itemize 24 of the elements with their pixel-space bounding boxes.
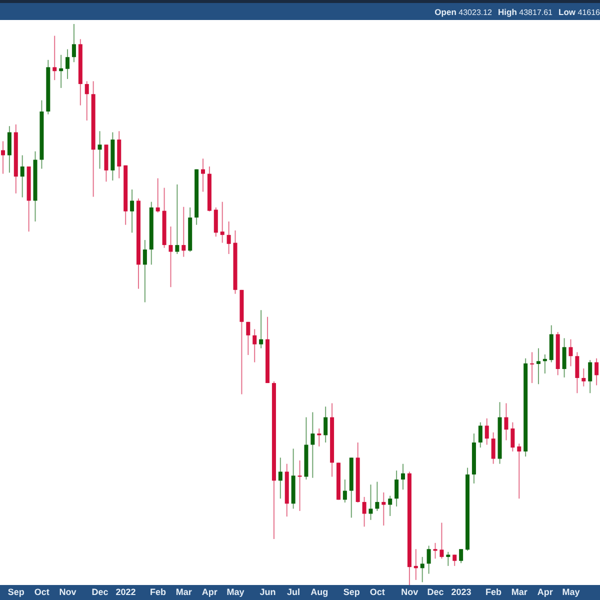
text: Low 41616 [558,6,600,16]
x-tick-label: Sep [343,587,360,597]
text: High 43817.61 [498,6,553,16]
x-tick-label: Dec [92,587,108,597]
x-tick-label: Nov [401,587,418,597]
x-tick-label: Feb [486,587,502,597]
x-tick-label: Jul [287,587,300,597]
x-tick-label: Mar [511,587,528,597]
x-tick-label: Apr [202,587,218,597]
x-tick-label: Dec [427,587,444,597]
x-tick-label: 2023 [451,587,472,597]
x-tick-label: Oct [370,587,385,597]
x-tick-label: Sep [8,587,25,597]
x-tick-label: Oct [34,587,50,597]
x-tick-label: Feb [150,587,167,597]
x-tick-label: 2022 [116,587,136,597]
x-tick-label: May [226,587,244,597]
x-tick-label: Mar [176,587,192,597]
x-tick-label: Nov [59,587,76,597]
x-tick-label: Aug [310,587,328,597]
text: Open 43023.12 [434,6,492,16]
x-tick-label: May [562,587,580,597]
x-tick-label: Apr [537,587,554,597]
x-tick-label: Jun [260,587,276,597]
